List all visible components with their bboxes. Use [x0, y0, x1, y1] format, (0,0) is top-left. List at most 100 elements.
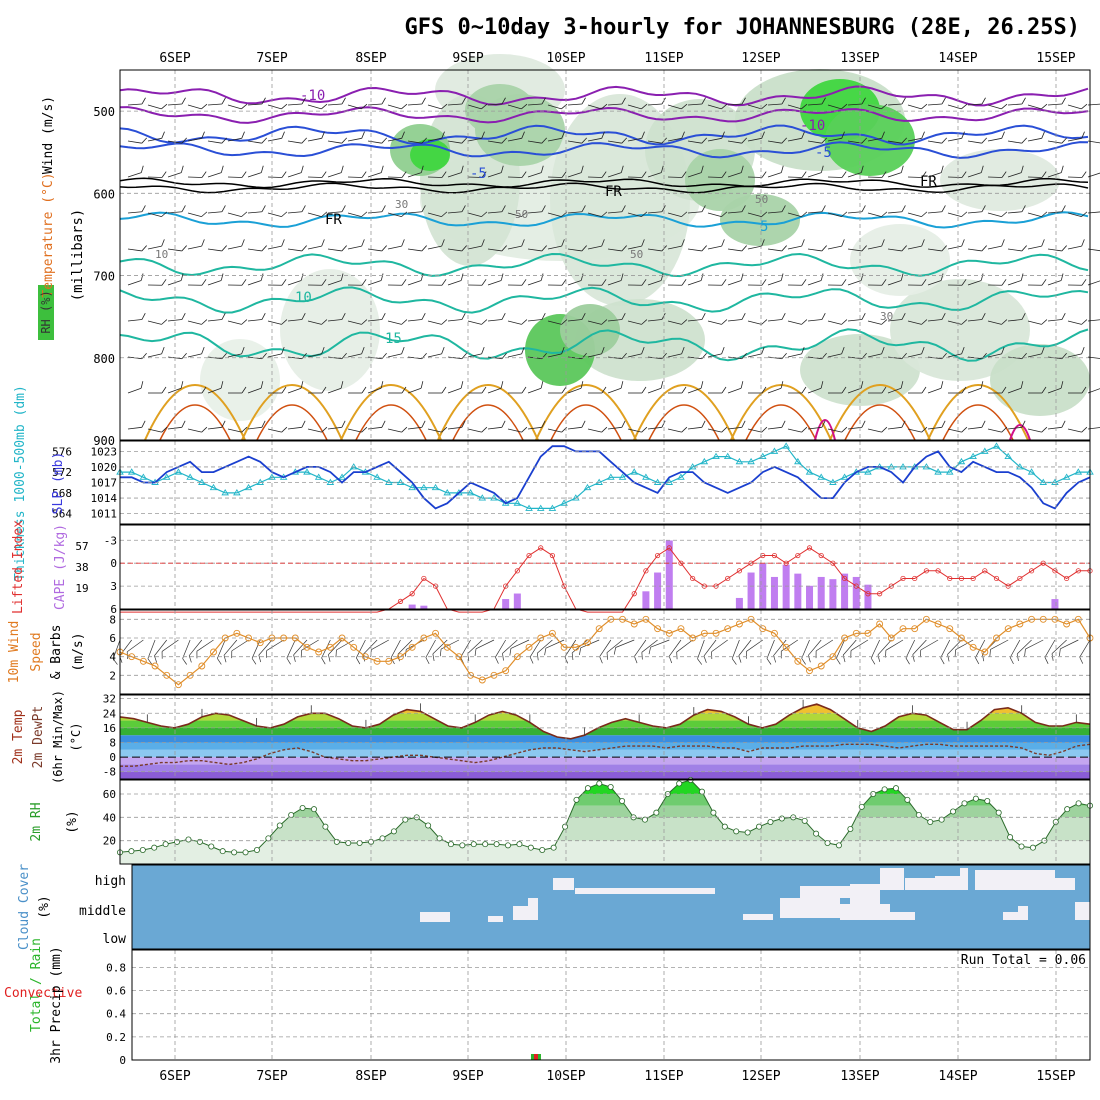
wind-barb: [687, 273, 704, 286]
wind-barb-staff: [1007, 248, 1022, 252]
wind-barb-staff: [467, 428, 482, 433]
surface-wind-barb: [1079, 639, 1091, 664]
surface-wind-barb: [676, 639, 693, 660]
wind-barb-staff: [687, 426, 702, 430]
surface-barb-staff: [676, 639, 693, 653]
thickness-line-point: [198, 478, 206, 485]
wind-speed-line-point: [899, 625, 907, 633]
wind-barb-flag: [321, 346, 325, 354]
wind-barb-flag: [601, 346, 605, 354]
pressure-tick: 800: [93, 352, 115, 366]
wind-barb-flag: [801, 103, 808, 110]
surface-wind-barb: [711, 639, 728, 659]
rh-point: [390, 828, 397, 835]
surface-barb-staff: [362, 639, 378, 655]
date-label-bottom: 13SEP: [840, 1069, 879, 1084]
wind-barb-staff: [567, 319, 582, 322]
thickness-tick: 576: [52, 445, 72, 458]
wind-barb-staff: [647, 280, 662, 286]
surface-wind-barb: [731, 639, 740, 665]
isotherm-line: [633, 384, 735, 441]
surface-barb-flag: [676, 652, 678, 660]
wind-barb: [1047, 245, 1067, 252]
wind-barb-staff: [367, 140, 382, 144]
rh-point: [881, 786, 888, 793]
surface-barb-flag: [335, 649, 337, 658]
wind-barb: [827, 131, 845, 142]
wind-barb-staff: [287, 319, 302, 322]
wind-barb-staff: [207, 248, 222, 252]
wind-barb: [207, 205, 226, 214]
wind-barb: [547, 103, 568, 110]
thickness-line-point: [209, 483, 218, 491]
cloud-high-patch: [880, 868, 904, 890]
wind-barb-flag: [361, 171, 367, 178]
surface-wind-barb: [975, 639, 986, 665]
wind-barb-staff: [227, 428, 242, 433]
wind-barb-flag: [221, 97, 226, 105]
wind-barb-flag: [761, 346, 765, 354]
wind-barb-flag: [661, 420, 666, 428]
rh-point: [778, 815, 785, 822]
wind-barb-flag: [220, 273, 224, 281]
wind-barb-flag: [301, 312, 306, 320]
wind-barb: [127, 381, 144, 394]
wind-barb-flag: [301, 420, 306, 428]
wind-barb-flag: [940, 165, 944, 173]
wind-barb: [287, 273, 304, 286]
wind-barb-staff: [667, 104, 682, 110]
wind-barb-flag: [761, 239, 765, 247]
wind-barb-staff: [607, 172, 622, 178]
wind-barb: [1027, 131, 1045, 142]
wind-barb-staff: [487, 140, 502, 144]
wind-barb-staff: [867, 428, 882, 433]
wind-barb: [707, 171, 727, 178]
surface-barb-flag: [836, 658, 841, 665]
wind-barb-flag: [821, 420, 826, 428]
wind-barb-staff: [907, 428, 922, 433]
wind-barb-flag: [841, 103, 848, 110]
wind-barb-flag: [981, 312, 986, 320]
thickness-line-point: [1027, 468, 1036, 475]
wind-barb: [907, 103, 928, 110]
thickness-line-point: [338, 473, 346, 480]
lifted-index-point: [736, 568, 742, 574]
slp-tick: 1011: [91, 508, 118, 521]
wind-barb: [1047, 381, 1064, 394]
ylabel-rh-2: (%): [65, 810, 80, 833]
wind-barb: [487, 137, 508, 144]
wind-barb: [787, 346, 805, 358]
wind-barb-staff: [627, 353, 642, 358]
wind-barb: [1087, 172, 1100, 178]
surface-barb-flag: [668, 656, 673, 664]
wind-barb-staff: [1047, 387, 1062, 394]
surface-barb-flag: [328, 654, 331, 662]
surface-barb-staff: [371, 639, 389, 651]
rh-tick: 60: [103, 788, 116, 801]
wind-barb-flag: [761, 426, 768, 433]
wind-barb-flag: [1021, 312, 1026, 320]
wind-barb: [267, 426, 288, 433]
wind-barb-staff: [847, 103, 862, 106]
wind-barb-flag: [281, 103, 288, 110]
wind-speed-line-point: [595, 625, 603, 633]
rh-point: [151, 844, 158, 851]
wind-barb: [767, 205, 786, 214]
wind-barb-flag: [841, 171, 847, 178]
wind-barb-flag: [780, 165, 784, 173]
wind-barb-flag: [441, 171, 447, 178]
wind-barb: [367, 312, 386, 322]
wind-barb: [1087, 319, 1100, 322]
wind-barb-staff: [947, 428, 962, 433]
surface-wind-barb: [425, 639, 436, 665]
wind-barb-staff: [607, 356, 622, 360]
temp-band: [120, 735, 1090, 743]
wind-barb-staff: [527, 103, 542, 106]
wind-speed-line-point: [315, 648, 323, 656]
wind-barb-staff: [767, 280, 782, 286]
wind-barb: [887, 137, 908, 144]
wind-barb-flag: [601, 103, 608, 110]
wind-label-group: 10m Wind: [7, 621, 22, 684]
surface-barb-flag: [746, 651, 747, 659]
wind-barb-flag: [1021, 245, 1027, 252]
